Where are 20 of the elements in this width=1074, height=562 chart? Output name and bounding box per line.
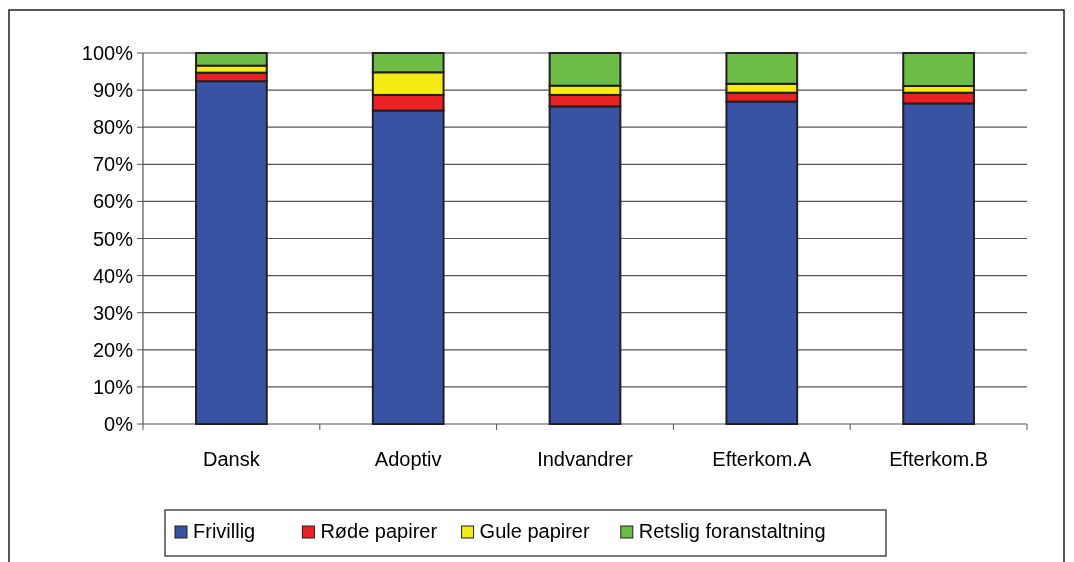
y-tick-label: 100% (81, 42, 134, 64)
y-tick-label: 90% (92, 79, 134, 102)
legend-label: Røde papirer (320, 520, 438, 542)
legend-label: Gule papirer (479, 520, 590, 542)
y-tick-label: 50% (92, 227, 134, 250)
y-tick-label: 80% (92, 116, 134, 139)
x-tick-label: Adoptiv (374, 448, 442, 470)
y-tick-label: 70% (92, 153, 134, 176)
x-tick-label: Efterkom.B (889, 448, 989, 470)
y-tick-label: 40% (92, 264, 134, 287)
x-tick-label: Indvandrer (537, 448, 634, 470)
y-tick-label: 0% (104, 413, 134, 435)
legend-label: Frivillig (193, 520, 256, 542)
y-tick-label: 10% (92, 375, 134, 398)
x-tick-label: Dansk (203, 448, 261, 470)
y-tick-label: 30% (92, 301, 134, 324)
y-tick-label: 20% (92, 338, 134, 361)
legend-label: Retslig foranstaltning (638, 520, 826, 542)
x-tick-label: Efterkom.A (712, 448, 812, 470)
y-tick-label: 60% (92, 190, 134, 213)
